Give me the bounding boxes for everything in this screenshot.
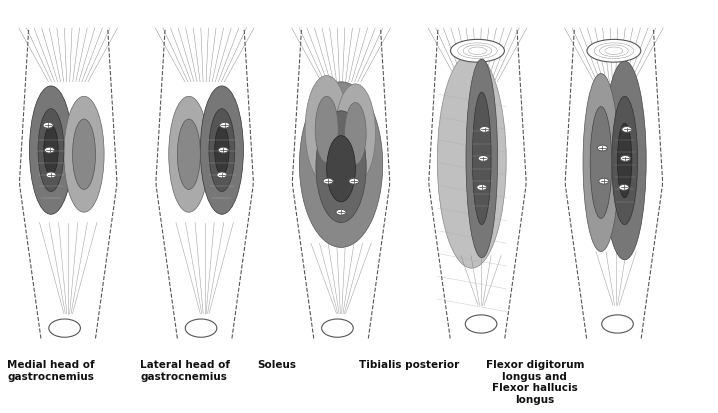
Text: Soleus: Soleus xyxy=(257,359,296,369)
Circle shape xyxy=(46,173,56,178)
Circle shape xyxy=(477,185,487,191)
Text: Medial head of
gastrocnemius: Medial head of gastrocnemius xyxy=(7,359,95,381)
Ellipse shape xyxy=(38,109,64,192)
Circle shape xyxy=(619,185,629,191)
Ellipse shape xyxy=(73,120,95,190)
Text: Flexor digitorum
longus and
Flexor hallucis
longus: Flexor digitorum longus and Flexor hallu… xyxy=(485,359,584,404)
Ellipse shape xyxy=(466,60,498,258)
Circle shape xyxy=(217,173,227,178)
Ellipse shape xyxy=(617,124,632,198)
Circle shape xyxy=(349,179,359,185)
Circle shape xyxy=(336,210,346,216)
Ellipse shape xyxy=(299,83,383,248)
Circle shape xyxy=(45,148,55,154)
Circle shape xyxy=(323,179,333,185)
Ellipse shape xyxy=(215,126,229,176)
Circle shape xyxy=(620,156,630,162)
Ellipse shape xyxy=(590,107,612,219)
Ellipse shape xyxy=(316,112,366,223)
Ellipse shape xyxy=(200,87,243,215)
Text: Tibialis posterior: Tibialis posterior xyxy=(359,359,460,369)
Ellipse shape xyxy=(451,40,504,63)
Ellipse shape xyxy=(472,93,491,225)
Ellipse shape xyxy=(437,54,506,268)
Ellipse shape xyxy=(327,136,355,202)
Circle shape xyxy=(478,156,488,162)
Ellipse shape xyxy=(44,126,58,176)
Circle shape xyxy=(602,315,633,333)
Circle shape xyxy=(220,123,230,129)
Ellipse shape xyxy=(583,74,619,252)
Circle shape xyxy=(49,319,80,337)
Ellipse shape xyxy=(335,85,376,184)
Ellipse shape xyxy=(345,103,366,165)
Circle shape xyxy=(465,315,497,333)
Ellipse shape xyxy=(587,40,640,63)
Circle shape xyxy=(622,127,632,133)
Text: Lateral head of
gastrocnemius: Lateral head of gastrocnemius xyxy=(140,359,230,381)
Ellipse shape xyxy=(177,120,200,190)
Circle shape xyxy=(185,319,217,337)
Ellipse shape xyxy=(29,87,73,215)
Circle shape xyxy=(43,123,53,129)
Ellipse shape xyxy=(315,97,338,163)
Ellipse shape xyxy=(64,97,104,213)
Circle shape xyxy=(218,148,228,154)
Ellipse shape xyxy=(305,76,348,184)
Circle shape xyxy=(322,319,353,337)
Ellipse shape xyxy=(209,109,235,192)
Circle shape xyxy=(480,127,490,133)
Ellipse shape xyxy=(603,62,646,260)
Circle shape xyxy=(597,146,607,152)
Ellipse shape xyxy=(169,97,209,213)
Circle shape xyxy=(599,179,609,185)
Ellipse shape xyxy=(612,97,638,225)
